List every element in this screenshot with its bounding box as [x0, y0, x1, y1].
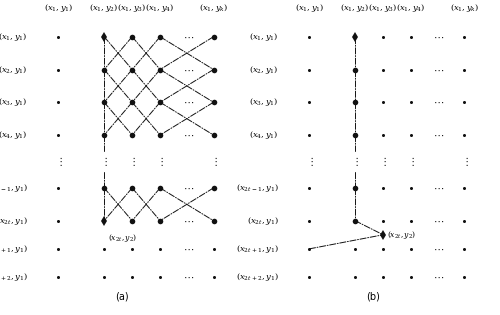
Text: $\cdots$: $\cdots$: [434, 65, 444, 75]
Text: $(x_2,y_1)$: $(x_2,y_1)$: [250, 64, 279, 76]
Text: $\cdots$: $\cdots$: [182, 65, 194, 75]
Text: $\vdots$: $\vdots$: [306, 155, 313, 168]
Text: $\cdots$: $\cdots$: [434, 272, 444, 282]
Text: $(x_1,y_3)$: $(x_1,y_3)$: [118, 2, 147, 14]
Text: $\vdots$: $\vdots$: [460, 155, 468, 168]
Text: $\vdots$: $\vdots$: [156, 155, 164, 168]
Text: $\cdots$: $\cdots$: [434, 183, 444, 193]
Text: $\cdots$: $\cdots$: [434, 244, 444, 254]
Text: $(x_{2t+2},y_1)$: $(x_{2t+2},y_1)$: [0, 271, 28, 283]
Text: $\cdots$: $\cdots$: [434, 97, 444, 107]
Text: $\cdots$: $\cdots$: [182, 183, 194, 193]
Text: $(x_{2t+1},y_1)$: $(x_{2t+1},y_1)$: [236, 243, 279, 255]
Text: $\cdots$: $\cdots$: [434, 216, 444, 226]
Text: $(x_{2t},y_1)$: $(x_{2t},y_1)$: [0, 215, 28, 227]
Text: $(x_{2t},y_2)$: $(x_{2t},y_2)$: [387, 229, 416, 241]
Text: $(x_{2t},y_2)$: $(x_{2t},y_2)$: [108, 232, 138, 244]
Text: $(x_2,y_1)$: $(x_2,y_1)$: [0, 64, 28, 76]
Text: $(x_{2t-1},y_1)$: $(x_{2t-1},y_1)$: [236, 182, 279, 194]
Text: (a): (a): [115, 291, 129, 301]
Text: $\vdots$: $\vdots$: [128, 155, 136, 168]
Text: $\vdots$: $\vdots$: [210, 155, 218, 168]
Text: $\vdots$: $\vdots$: [380, 155, 387, 168]
Text: $\cdots$: $\cdots$: [182, 130, 194, 140]
Text: $\cdots$: $\cdots$: [182, 216, 194, 226]
Text: $(x_4,y_1)$: $(x_4,y_1)$: [0, 129, 28, 141]
Text: $(x_4,y_1)$: $(x_4,y_1)$: [250, 129, 279, 141]
Text: $(x_1,y_1)$: $(x_1,y_1)$: [44, 2, 73, 14]
Text: $\cdots$: $\cdots$: [182, 244, 194, 254]
Text: $\cdots$: $\cdots$: [434, 130, 444, 140]
Text: $(x_1,y_1)$: $(x_1,y_1)$: [294, 2, 324, 14]
Text: $(x_1,y_2)$: $(x_1,y_2)$: [340, 2, 370, 14]
Text: $(x_{2t+1},y_1)$: $(x_{2t+1},y_1)$: [0, 243, 28, 255]
Text: $\vdots$: $\vdots$: [352, 155, 359, 168]
Text: $(x_3,y_1)$: $(x_3,y_1)$: [250, 96, 279, 108]
Text: $(x_1,y_1)$: $(x_1,y_1)$: [250, 31, 279, 43]
Text: (b): (b): [366, 291, 380, 301]
Text: $(x_{2t},y_1)$: $(x_{2t},y_1)$: [247, 215, 279, 227]
Text: $\vdots$: $\vdots$: [100, 155, 108, 168]
Text: $(x_1,y_4)$: $(x_1,y_4)$: [146, 2, 175, 14]
Text: $(x_{2t-1},y_1)$: $(x_{2t-1},y_1)$: [0, 182, 28, 194]
Text: $(x_1,y_4)$: $(x_1,y_4)$: [396, 2, 426, 14]
Text: $\vdots$: $\vdots$: [54, 155, 62, 168]
Text: $\cdots$: $\cdots$: [182, 32, 194, 42]
Text: $(x_3,y_1)$: $(x_3,y_1)$: [0, 96, 28, 108]
Text: $(x_1,y_k)$: $(x_1,y_k)$: [450, 2, 479, 14]
Text: $(x_1,y_k)$: $(x_1,y_k)$: [199, 2, 228, 14]
Text: $(x_1,y_2)$: $(x_1,y_2)$: [90, 2, 119, 14]
Text: $(x_1,y_3)$: $(x_1,y_3)$: [368, 2, 398, 14]
Text: $\cdots$: $\cdots$: [182, 272, 194, 282]
Text: $(x_{2t+2},y_1)$: $(x_{2t+2},y_1)$: [236, 271, 279, 283]
Text: $(x_1,y_1)$: $(x_1,y_1)$: [0, 31, 28, 43]
Text: $\cdots$: $\cdots$: [182, 97, 194, 107]
Text: $\cdots$: $\cdots$: [434, 32, 444, 42]
Text: $\vdots$: $\vdots$: [407, 155, 415, 168]
